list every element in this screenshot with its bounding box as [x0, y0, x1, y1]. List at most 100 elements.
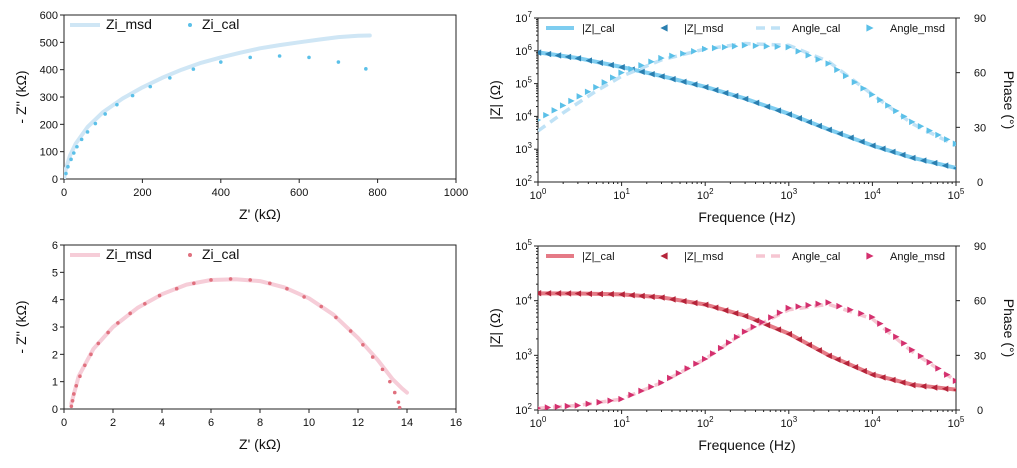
data-point: [836, 302, 843, 310]
legend-swatch: [866, 24, 874, 32]
x-tick-label: 104: [864, 415, 881, 430]
data-point: [370, 355, 375, 359]
data-point: [691, 48, 698, 55]
data-point: [869, 313, 876, 321]
data-point: [860, 85, 867, 92]
legend-label: |Z|_msd: [684, 23, 723, 35]
data-point: [334, 315, 338, 320]
data-point: [893, 107, 900, 115]
plot-area: [538, 41, 956, 170]
data-point: [825, 352, 832, 360]
data-point: [638, 68, 645, 76]
series-line: [538, 41, 956, 148]
data-point: [721, 89, 729, 97]
y-tick-label: 200: [40, 119, 58, 131]
data-point: [776, 309, 784, 316]
data-point: [684, 365, 691, 372]
data-point: [909, 154, 916, 162]
data-point: [669, 296, 676, 303]
legend-item: |Z|_cal: [546, 23, 615, 35]
plot-area: [64, 33, 372, 179]
data-point: [721, 43, 729, 51]
plot-frame: [537, 17, 957, 183]
legend-item: Zi_msd: [70, 16, 152, 32]
data-point: [731, 43, 739, 50]
data-point: [248, 55, 252, 60]
data-point: [721, 307, 729, 314]
data-point: [336, 60, 341, 64]
data-point: [785, 43, 792, 51]
data-point: [774, 107, 782, 114]
series-z-msd: [538, 49, 956, 170]
y-tick-label: 106: [515, 43, 532, 58]
y-tick-label: 105: [515, 76, 532, 91]
x-tick-label: 16: [450, 417, 462, 429]
x-tick-label: 400: [212, 187, 230, 199]
data-point: [711, 86, 719, 94]
data-point: [885, 102, 892, 109]
data-point: [554, 290, 562, 297]
legend-label: Angle_cal: [792, 251, 840, 263]
data-point: [658, 73, 665, 80]
data-point: [917, 123, 925, 130]
data-point: [85, 130, 90, 134]
data-point: [610, 74, 617, 81]
data-point: [952, 388, 956, 392]
data-point: [628, 391, 635, 399]
data-point: [75, 144, 79, 149]
data-point: [66, 164, 70, 169]
data-point: [638, 387, 645, 395]
data-point: [319, 304, 324, 309]
legend-item: Angle_msd: [866, 23, 945, 35]
data-point: [607, 61, 614, 69]
data-point: [593, 84, 600, 91]
data-point: [628, 65, 635, 73]
data-point: [842, 360, 850, 367]
data-point: [601, 79, 609, 86]
series-line: [69, 277, 409, 406]
data-point: [544, 404, 552, 410]
y-tick-label: 6: [52, 240, 58, 252]
y2-tick-label: 30: [974, 122, 986, 134]
y2-tick-label: 0: [977, 405, 983, 417]
data-point: [79, 137, 84, 142]
legend-item: |Z|_msd: [660, 23, 723, 35]
data-point: [741, 42, 749, 49]
legend: |Z|_cal |Z|_msd Angle_cal Angle_msd: [546, 251, 945, 263]
legend: |Z|_cal |Z|_msd Angle_cal Angle_msd: [546, 23, 945, 35]
data-point: [564, 53, 572, 61]
y-axis-title: - Z'' (kΩ): [13, 300, 29, 353]
plot-frame: [537, 245, 957, 411]
legend-item: Angle_cal: [756, 23, 840, 35]
y-tick-label: 0: [52, 404, 58, 416]
y-tick-label: 107: [515, 10, 532, 25]
data-point: [157, 293, 162, 298]
data-point: [680, 50, 687, 57]
data-point: [607, 291, 614, 298]
data-point: [901, 340, 908, 347]
data-point: [564, 290, 572, 297]
chart-bode-top: 100 101 102 103 104 105 102 103 104 105 106 107 0 30 6…: [487, 10, 1017, 225]
data-point: [93, 121, 98, 126]
data-point: [941, 162, 949, 169]
data-point: [116, 321, 120, 325]
data-point: [741, 312, 749, 320]
y2-axis-title: Phase (°): [1001, 71, 1017, 130]
data-point: [815, 56, 822, 63]
data-point: [952, 140, 956, 147]
data-point: [669, 52, 676, 60]
legend-item: |Z|_msd: [660, 251, 723, 263]
y2-tick-label: 90: [974, 13, 986, 25]
data-point: [648, 383, 655, 390]
data-point: [538, 289, 542, 297]
data-point: [83, 363, 87, 368]
data-point: [268, 281, 272, 286]
data-point: [711, 304, 719, 311]
data-point: [72, 151, 76, 155]
data-point: [899, 379, 906, 386]
y-tick-label: 103: [515, 141, 532, 156]
y2-tick-label: 0: [977, 177, 983, 189]
data-point: [143, 301, 147, 306]
data-point: [717, 344, 725, 352]
legend-swatch: [660, 24, 668, 32]
